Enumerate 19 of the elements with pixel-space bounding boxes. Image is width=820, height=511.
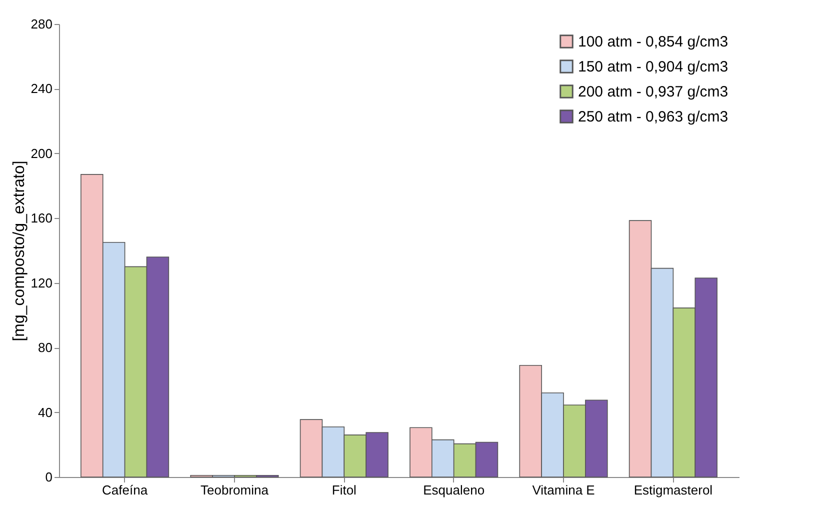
x-tick-label: Cafeína: [102, 482, 148, 498]
y-tick-label: 200: [30, 146, 52, 161]
y-tick-label: 240: [30, 81, 52, 96]
y-tick-label: 80: [38, 340, 52, 356]
y-tick-label: 160: [30, 210, 52, 226]
legend-label: 150 atm - 0,904 g/cm3: [578, 58, 728, 76]
legend-label: 200 atm - 0,937 g/cm3: [578, 84, 728, 100]
y-tick-label: 0: [45, 470, 52, 484]
y-tick-label: 120: [30, 275, 52, 290]
x-tick-label: Teobromina: [200, 482, 270, 498]
x-tick-label: Estigmasterol: [634, 482, 713, 498]
y-tick-label: 280: [30, 16, 52, 32]
y-axis-title: [mg_composto/g_extrato]: [10, 160, 28, 342]
x-tick-label: Esqualeno: [423, 482, 485, 498]
legend-label: 250 atm - 0,963 g/cm3: [578, 108, 728, 126]
y-tick-label: 40: [38, 404, 52, 420]
x-tick-label: Vitamina E: [532, 482, 596, 498]
x-tick-label: Fitol: [332, 482, 357, 498]
legend-label: 100 atm - 0,854 g/cm3: [578, 34, 728, 50]
